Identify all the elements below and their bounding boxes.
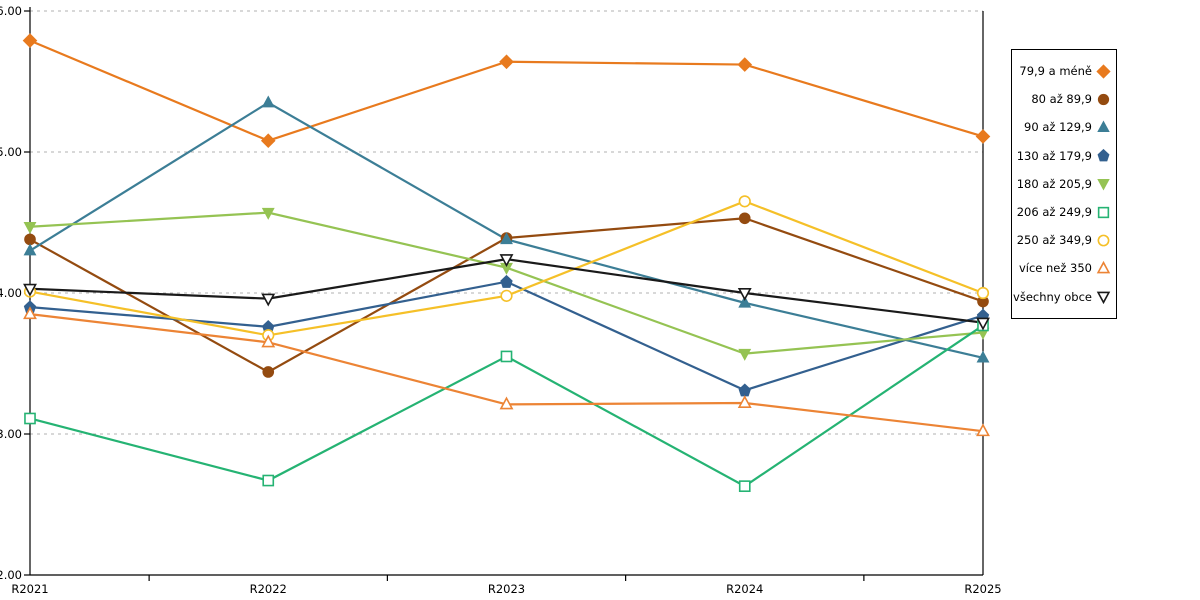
- x-tick-label: R2025: [964, 582, 1001, 596]
- legend-marker-shape: [1096, 63, 1111, 79]
- legend-marker-shape: [1097, 206, 1110, 218]
- y-tick-label: 2.00: [0, 568, 22, 582]
- data-point-marker: [24, 412, 36, 425]
- data-point-marker: [261, 293, 276, 307]
- data-point-marker: [23, 306, 37, 320]
- legend-item-label: více než 350: [1018, 261, 1092, 276]
- legend-marker-shape: [1097, 149, 1110, 162]
- legend-item: více než 350: [1014, 254, 1111, 282]
- legend-item-label: 130 až 179,9: [1016, 148, 1092, 163]
- x-tick-label: R2024: [726, 582, 763, 596]
- data-point-marker: [738, 195, 751, 208]
- x-tick-label: R2022: [250, 582, 287, 596]
- data-point-marker: [737, 57, 753, 72]
- square-legend-marker-icon: [1097, 206, 1110, 218]
- legend-item: 130 až 179,9: [1014, 142, 1111, 170]
- diamond-legend-marker-icon: [1096, 63, 1111, 79]
- data-point-marker: [975, 129, 991, 144]
- legend-marker-shape: [1097, 234, 1110, 247]
- data-point-marker: [976, 423, 990, 437]
- data-point-marker: [738, 212, 751, 225]
- legend-item-label: 206 až 249,9: [1016, 205, 1092, 220]
- series-line: [29, 313, 984, 433]
- data-point-marker: [500, 232, 513, 245]
- legend-item: 206 až 249,9: [1014, 198, 1111, 226]
- data-point-marker: [738, 348, 752, 361]
- legend-item-label: 90 až 129,9: [1024, 120, 1092, 135]
- data-point-marker: [499, 254, 514, 268]
- data-point-marker: [262, 474, 275, 487]
- triangle-up-legend-marker-icon: [1096, 260, 1111, 274]
- data-point-marker: [261, 207, 275, 220]
- legend-marker-shape: [1097, 93, 1110, 105]
- y-tick-label: 3.00: [0, 427, 22, 441]
- data-point-marker: [260, 133, 276, 149]
- pentagon-legend-marker-icon: [1097, 149, 1110, 162]
- legend-item: všechny obce: [1013, 283, 1111, 311]
- legend-item: 180 až 205,9: [1014, 170, 1111, 198]
- circle-legend-marker-icon: [1097, 93, 1110, 105]
- x-tick-label: R2023: [488, 582, 525, 596]
- data-point-marker: [976, 317, 990, 331]
- data-point-marker: [262, 366, 275, 378]
- data-point-marker: [500, 289, 513, 302]
- legend-item: 250 až 349,9: [1014, 226, 1111, 254]
- data-point-marker: [261, 95, 275, 108]
- legend-item-label: všechny obce: [1013, 289, 1092, 304]
- data-point-marker: [737, 395, 752, 408]
- data-point-marker: [500, 274, 513, 288]
- data-point-marker: [23, 222, 37, 234]
- legend-marker-shape: [1096, 291, 1111, 305]
- chart-legend: 79,9 a méně 80 až 89,9 90 až 129,9 130 až 1…: [1011, 49, 1117, 319]
- data-point-marker: [23, 243, 37, 256]
- triangle-up-legend-marker-icon: [1097, 120, 1110, 133]
- data-point-marker: [737, 287, 752, 301]
- data-point-marker: [24, 233, 36, 246]
- legend-marker-shape: [1097, 120, 1110, 133]
- legend-item-label: 80 až 89,9: [1031, 92, 1092, 107]
- data-point-marker: [738, 480, 751, 493]
- triangle-down-legend-marker-icon: [1097, 179, 1110, 191]
- circle-legend-marker-icon: [1097, 234, 1110, 247]
- triangle-down-legend-marker-icon: [1096, 291, 1111, 305]
- data-point-marker: [738, 295, 752, 308]
- data-point-marker: [500, 350, 513, 363]
- legend-item-label: 79,9 a méně: [1019, 64, 1092, 79]
- y-tick-label: 6.00: [0, 4, 22, 18]
- legend-item: 79,9 a méně: [1014, 57, 1111, 85]
- legend-marker-shape: [1096, 260, 1111, 274]
- legend-item: 90 až 129,9: [1014, 113, 1111, 141]
- legend-item: 80 až 89,9: [1014, 85, 1111, 113]
- data-point-marker: [22, 33, 38, 48]
- data-point-marker: [23, 283, 37, 297]
- data-point-marker: [499, 54, 514, 70]
- x-tick-label: R2021: [11, 582, 48, 596]
- data-point-marker: [499, 396, 514, 410]
- legend-item-label: 250 až 349,9: [1016, 233, 1092, 248]
- data-point-marker: [976, 350, 990, 363]
- legend-item-label: 180 až 205,9: [1016, 176, 1092, 191]
- data-point-marker: [261, 334, 276, 348]
- data-point-marker: [976, 286, 990, 300]
- data-point-marker: [738, 383, 751, 397]
- legend-marker-shape: [1097, 179, 1110, 191]
- y-tick-label: 4.00: [0, 286, 22, 300]
- y-tick-label: 5.00: [0, 145, 22, 159]
